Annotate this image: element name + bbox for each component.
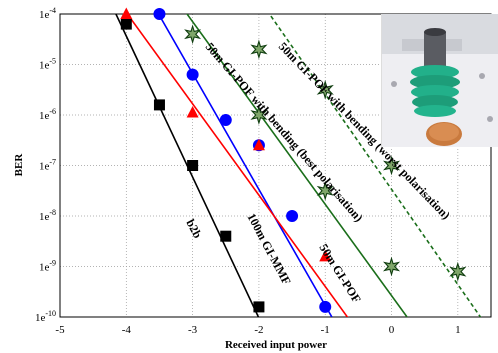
series-4-point [250, 39, 268, 60]
series-0-point [187, 160, 199, 171]
series-4-point [449, 261, 467, 282]
x-tick-label: 1 [455, 324, 461, 336]
fiber-bending-photo [381, 14, 498, 147]
series-4-point [382, 155, 401, 176]
series-1-point [219, 114, 232, 127]
series-3-fit-line [186, 14, 409, 317]
series-0-point [120, 18, 132, 30]
series-2-point [120, 7, 133, 19]
x-tick-label: -1 [321, 324, 330, 336]
series-2-point [319, 249, 332, 262]
plot-frame [59, 13, 492, 318]
series-1-fit-line [157, 14, 333, 317]
x-tick-label: -2 [254, 324, 263, 336]
series-3-point [184, 24, 202, 45]
y-axis-title: BER [13, 153, 25, 177]
series-label-1: 100m GI-MMF [244, 211, 293, 287]
series-4-point [316, 79, 334, 100]
series-0-point [153, 99, 165, 111]
axes: -5 -4 -3 -2 -1 0 1 1e-4 1e-5 1e-6 1e-7 1e-8 1e-9 1e-1… [35, 6, 461, 336]
x-tick-label: -5 [55, 324, 65, 336]
y-tick-label: 1e-6 [39, 107, 56, 122]
series-0-fit-line [115, 14, 260, 317]
data-markers [120, 7, 467, 313]
y-tick-label: 1e-7 [39, 158, 56, 173]
y-tick-label: 1e-10 [35, 309, 56, 324]
series-2-point [252, 138, 265, 151]
x-axis-title: Received input power [225, 339, 327, 351]
series-4-fit-line [268, 14, 482, 317]
y-tick-label: 1e-5 [39, 57, 56, 72]
series-3-point [250, 105, 268, 125]
series-label-0: b2b [183, 217, 205, 241]
series-1-point [319, 300, 332, 313]
series-1-point [286, 210, 299, 222]
series-0-point [253, 301, 265, 313]
series-label-3: 50m GI-POF with bending (best polarisati… [203, 40, 366, 225]
series-2-point [186, 105, 199, 118]
y-tick-label: 1e-4 [39, 6, 56, 21]
y-tick-label: 1e-8 [39, 208, 56, 223]
y-tick-label: 1e-9 [39, 259, 56, 274]
x-tick-label: -3 [188, 324, 198, 336]
series-label-2: 50m GI-POF [316, 241, 363, 305]
x-tick-label: 0 [389, 324, 395, 336]
series-2-fit-line [126, 14, 349, 317]
series-3-point [382, 256, 401, 277]
series-1-point [153, 8, 166, 20]
x-tick-label: -4 [122, 324, 132, 336]
series-3-point [316, 180, 334, 201]
fit-lines [115, 14, 482, 317]
series-1-point [186, 68, 199, 81]
series-0-point [220, 230, 232, 242]
